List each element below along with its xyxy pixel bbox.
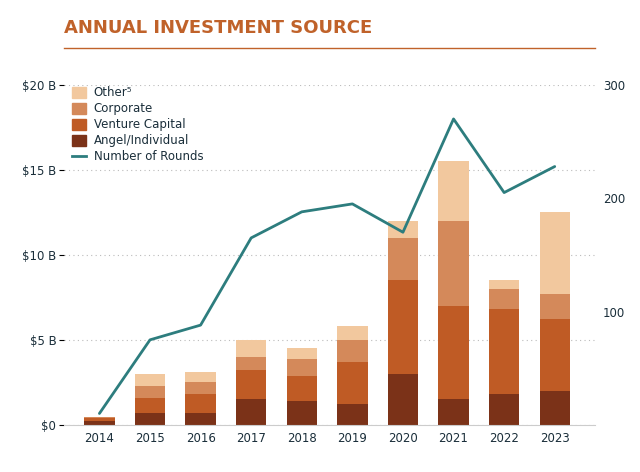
Bar — [186, 413, 216, 425]
Bar — [84, 417, 115, 418]
Bar — [186, 372, 216, 382]
Bar — [186, 394, 216, 413]
Bar — [489, 309, 519, 394]
Bar — [388, 374, 418, 425]
Bar — [135, 374, 165, 386]
Bar — [489, 280, 519, 289]
Bar — [287, 359, 317, 376]
Bar — [337, 405, 367, 425]
Bar — [438, 306, 468, 399]
Bar — [135, 386, 165, 397]
Bar — [540, 391, 570, 425]
Bar — [84, 421, 115, 425]
Legend: Other⁵, Corporate, Venture Capital, Angel/Individual, Number of Rounds: Other⁵, Corporate, Venture Capital, Ange… — [70, 84, 205, 166]
Bar — [540, 212, 570, 294]
Bar — [388, 280, 418, 374]
Bar — [236, 357, 266, 371]
Bar — [489, 394, 519, 425]
Bar — [236, 399, 266, 425]
Bar — [337, 326, 367, 340]
Bar — [287, 401, 317, 425]
Bar — [388, 238, 418, 280]
Bar — [287, 348, 317, 359]
Bar — [186, 382, 216, 394]
Bar — [236, 371, 266, 399]
Bar — [337, 340, 367, 362]
Bar — [489, 289, 519, 309]
Bar — [135, 413, 165, 425]
Bar — [135, 397, 165, 413]
Bar — [540, 320, 570, 391]
Bar — [287, 376, 317, 401]
Bar — [236, 340, 266, 357]
Text: ANNUAL INVESTMENT SOURCE: ANNUAL INVESTMENT SOURCE — [64, 19, 372, 37]
Bar — [337, 362, 367, 405]
Bar — [438, 221, 468, 306]
Bar — [388, 221, 418, 238]
Bar — [438, 161, 468, 221]
Bar — [84, 418, 115, 421]
Bar — [438, 399, 468, 425]
Bar — [540, 294, 570, 320]
